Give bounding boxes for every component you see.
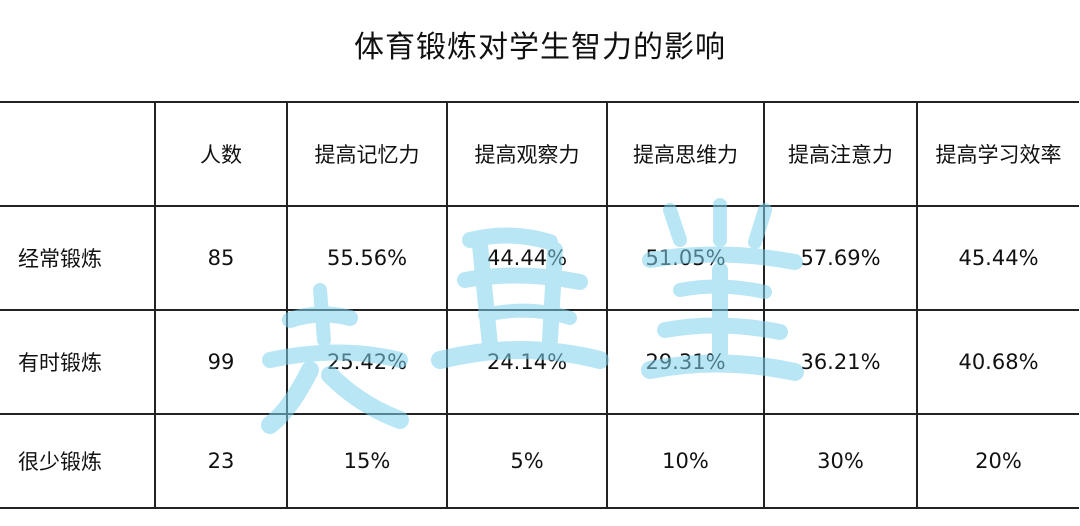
table-cell: 15% [286,413,448,509]
table-row: 很少锻炼 23 15% 5% 10% 30% 20% [0,413,1079,509]
table-row: 经常锻炼 85 55.56% 44.44% 51.05% 57.69% 45.4… [0,205,1079,311]
table-cell: 10% [606,413,765,509]
row-label-cell: 有时锻炼 [0,309,156,415]
table-cell: 55.56% [286,205,448,311]
table-cell: 45.44% [916,205,1079,311]
header-cell-corner [0,101,156,207]
table-cell: 5% [446,413,608,509]
header-cell-thinking: 提高思维力 [606,101,765,207]
count-cell: 85 [154,205,288,311]
row-label-cell: 经常锻炼 [0,205,156,311]
count-cell: 23 [154,413,288,509]
header-cell-efficiency: 提高学习效率 [916,101,1079,207]
table-cell: 51.05% [606,205,765,311]
table-cell: 44.44% [446,205,608,311]
header-cell-observation: 提高观察力 [446,101,608,207]
table-cell: 57.69% [763,205,918,311]
table-cell: 25.42% [286,309,448,415]
row-label-cell: 很少锻炼 [0,413,156,509]
table-cell: 20% [916,413,1079,509]
header-cell-memory: 提高记忆力 [286,101,448,207]
table-cell: 36.21% [763,309,918,415]
page-title: 体育锻炼对学生智力的影响 [354,30,726,65]
table-cell: 29.31% [606,309,765,415]
table-cell: 30% [763,413,918,509]
table-cell: 24.14% [446,309,608,415]
table-cell: 40.68% [916,309,1079,415]
data-table: 人数 提高记忆力 提高观察力 提高思维力 提高注意力 提高学习效率 经常锻炼 8… [0,101,1079,509]
header-cell-count: 人数 [154,101,288,207]
table-header-row: 人数 提高记忆力 提高观察力 提高思维力 提高注意力 提高学习效率 [0,101,1079,207]
count-cell: 99 [154,309,288,415]
table-row: 有时锻炼 99 25.42% 24.14% 29.31% 36.21% 40.6… [0,309,1079,415]
header-cell-attention: 提高注意力 [763,101,918,207]
